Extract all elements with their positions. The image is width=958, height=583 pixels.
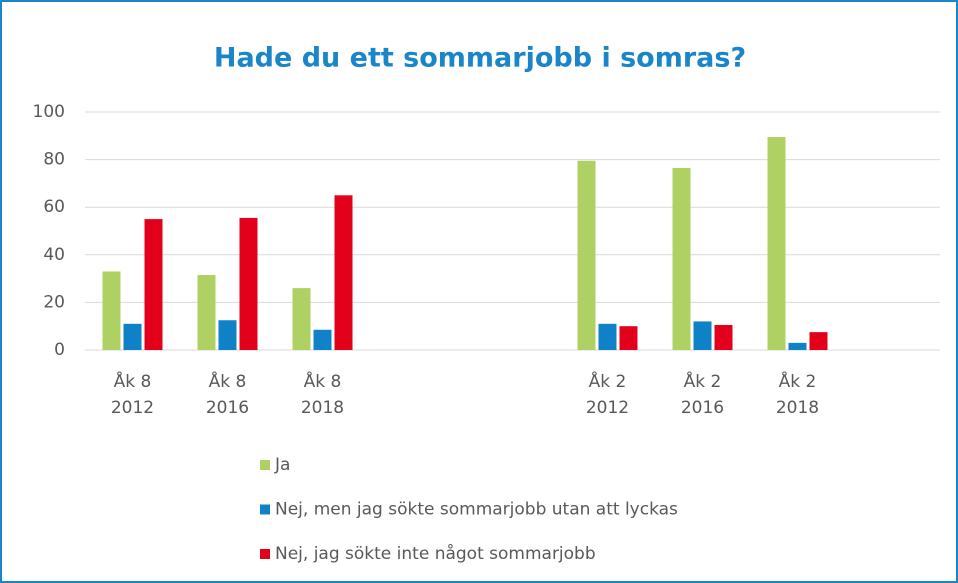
legend-label: Nej, men jag sökte sommarjobb utan att l… xyxy=(275,500,678,520)
x-tick-label: Åk 2 2016 xyxy=(680,372,725,418)
bar xyxy=(292,288,311,350)
x-tick-label: Åk 8 2012 xyxy=(110,372,155,418)
bar xyxy=(598,323,617,350)
bar xyxy=(714,325,733,350)
bar xyxy=(788,342,807,350)
y-tick-label: 0 xyxy=(54,340,65,360)
bar xyxy=(102,271,121,350)
bar xyxy=(144,219,163,350)
bar xyxy=(313,329,332,350)
bar xyxy=(197,275,216,350)
bar xyxy=(809,332,828,350)
legend-label: Ja xyxy=(274,455,290,475)
y-tick-label: 20 xyxy=(43,292,65,312)
bar xyxy=(123,323,142,350)
bar xyxy=(767,136,786,350)
x-tick-label: Åk 8 2018 xyxy=(300,372,345,418)
bar xyxy=(239,217,258,350)
x-tick-label: Åk 2 2018 xyxy=(775,372,820,418)
bar xyxy=(619,326,638,350)
legend-swatch xyxy=(260,460,270,470)
legend-label: Nej, jag sökte inte något sommarjobb xyxy=(275,543,596,564)
bar xyxy=(672,167,691,350)
y-tick-label: 40 xyxy=(43,245,65,265)
y-tick-label: 100 xyxy=(33,102,65,122)
y-tick-label: 60 xyxy=(43,197,65,217)
bar xyxy=(334,195,353,350)
bar xyxy=(218,320,237,350)
y-tick-label: 80 xyxy=(43,150,65,170)
legend-swatch xyxy=(260,504,270,515)
bar xyxy=(693,321,712,350)
x-tick-label: Åk 2 2012 xyxy=(585,372,630,418)
legend-swatch xyxy=(260,549,270,559)
bar xyxy=(577,160,596,350)
x-tick-label: Åk 8 2016 xyxy=(205,372,250,418)
chart-title: Hade du ett sommarjobb i somras? xyxy=(214,43,746,74)
